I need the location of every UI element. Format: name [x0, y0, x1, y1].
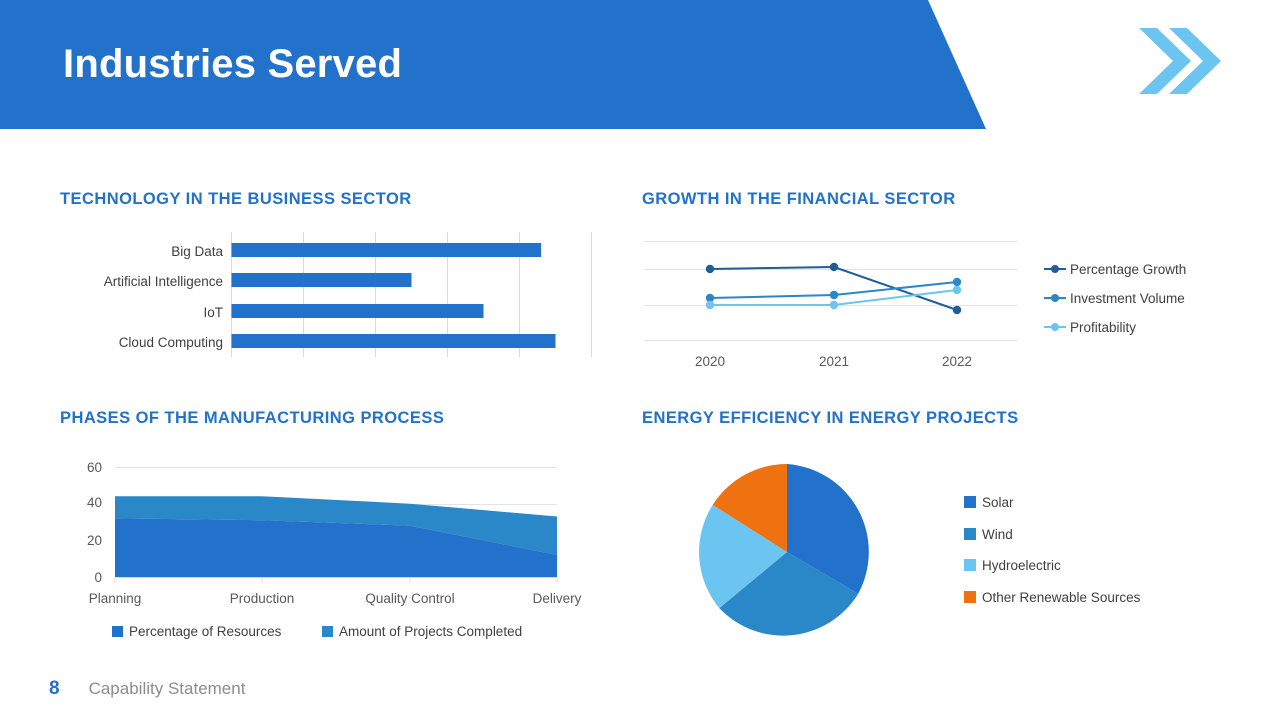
x-tick-label: 2022	[942, 354, 972, 369]
x-tick-label: Quality Control	[365, 591, 454, 606]
header-banner	[0, 0, 986, 129]
x-tick-label: 2021	[819, 354, 849, 369]
panel-growth: GROWTH IN THE FINANCIAL SECTOR	[642, 190, 1242, 375]
legend-energy: Solar Wind Hydroelectric Other Renewable…	[964, 495, 1141, 605]
bar-category-label: Big Data	[171, 244, 223, 259]
line-markers	[705, 262, 962, 315]
area-percentage-of-resources	[115, 518, 557, 577]
bar-cloud-computing	[231, 334, 556, 348]
footer-label: Capability Statement	[88, 679, 246, 698]
legend-item-other-renewable-sources[interactable]: Other Renewable Sources	[964, 590, 1141, 605]
footer-page-number: 8	[49, 678, 60, 699]
y-tick-label: 0	[94, 570, 102, 585]
legend-item-percentage-of-resources[interactable]: Percentage of Resources	[112, 624, 282, 639]
pie-slices	[699, 464, 869, 636]
legend-phases: Percentage of Resources Amount of Projec…	[112, 624, 522, 639]
x-tick-label: Planning	[89, 591, 142, 606]
y-tick-label: 60	[87, 460, 102, 475]
legend-growth: Percentage Growth Investment Volume Prof…	[1044, 262, 1186, 335]
bar-artificial-intelligence	[231, 273, 412, 287]
panel-phases: PHASES OF THE MANUFACTURING PROCESS 60 4…	[60, 409, 630, 639]
legend-item-solar[interactable]: Solar	[964, 495, 1014, 510]
chart-energy-pie: Solar Wind Hydroelectric Other Renewable…	[699, 464, 1141, 636]
double-chevron-right-icon	[1139, 28, 1221, 94]
legend-label: Profitability	[1070, 320, 1136, 335]
panel-title-phases: PHASES OF THE MANUFACTURING PROCESS	[60, 409, 445, 427]
pie-slice-hydroelectric[interactable]	[699, 504, 787, 609]
panel-title-technology: TECHNOLOGY IN THE BUSINESS SECTOR	[60, 190, 412, 208]
legend-item-investment-volume[interactable]: Investment Volume	[1044, 291, 1185, 306]
bar-series	[231, 243, 556, 348]
legend-label: Hydroelectric	[982, 558, 1061, 573]
pie-slice-wind[interactable]	[719, 552, 859, 636]
chart-phases-area: 60 40 20 0	[87, 460, 582, 639]
panel-title-energy: ENERGY EFFICIENCY IN ENERGY PROJECTS	[642, 409, 1019, 427]
pie-slice-solar[interactable]	[787, 464, 869, 594]
legend-label: Other Renewable Sources	[982, 590, 1141, 605]
y-tick-label: 20	[87, 533, 102, 548]
y-tick-label: 40	[87, 495, 102, 510]
panel-technology: TECHNOLOGY IN THE BUSINESS SECTOR Big Da…	[60, 190, 630, 375]
legend-label: Solar	[982, 495, 1014, 510]
bar-big-data	[231, 243, 542, 257]
chart-growth-line: 2020 2021 2022 Percentage Growth Investm…	[644, 241, 1186, 369]
bar-category-label: Cloud Computing	[119, 335, 223, 350]
legend-label: Amount of Projects Completed	[339, 624, 522, 639]
panel-energy: ENERGY EFFICIENCY IN ENERGY PROJECTS Sol…	[642, 409, 1242, 639]
pie-slice-other-renewable-sources[interactable]	[712, 464, 787, 552]
x-tick-label: 2020	[695, 354, 725, 369]
legend-item-amount-of-projects-completed[interactable]: Amount of Projects Completed	[322, 624, 522, 639]
legend-label: Wind	[982, 527, 1013, 542]
chart-technology-bar: Big Data Artificial Intelligence IoT Clo…	[104, 232, 592, 357]
bar-iot	[231, 304, 484, 318]
x-axis	[114, 577, 558, 583]
footer: 8 Capability Statement	[49, 678, 245, 700]
legend-item-hydroelectric[interactable]: Hydroelectric	[964, 558, 1061, 573]
bar-category-label: IoT	[203, 305, 223, 320]
legend-label: Investment Volume	[1070, 291, 1185, 306]
legend-item-percentage-growth[interactable]: Percentage Growth	[1044, 262, 1186, 277]
panel-title-growth: GROWTH IN THE FINANCIAL SECTOR	[642, 190, 956, 208]
bar-category-label: Artificial Intelligence	[104, 274, 223, 289]
page-title: Industries Served	[63, 42, 403, 86]
legend-item-profitability[interactable]: Profitability	[1044, 320, 1136, 335]
area-amount-of-projects-completed	[115, 496, 557, 555]
x-tick-label: Delivery	[533, 591, 582, 606]
legend-label: Percentage Growth	[1070, 262, 1186, 277]
legend-item-wind[interactable]: Wind	[964, 527, 1013, 542]
legend-label: Percentage of Resources	[129, 624, 282, 639]
x-tick-label: Production	[230, 591, 295, 606]
